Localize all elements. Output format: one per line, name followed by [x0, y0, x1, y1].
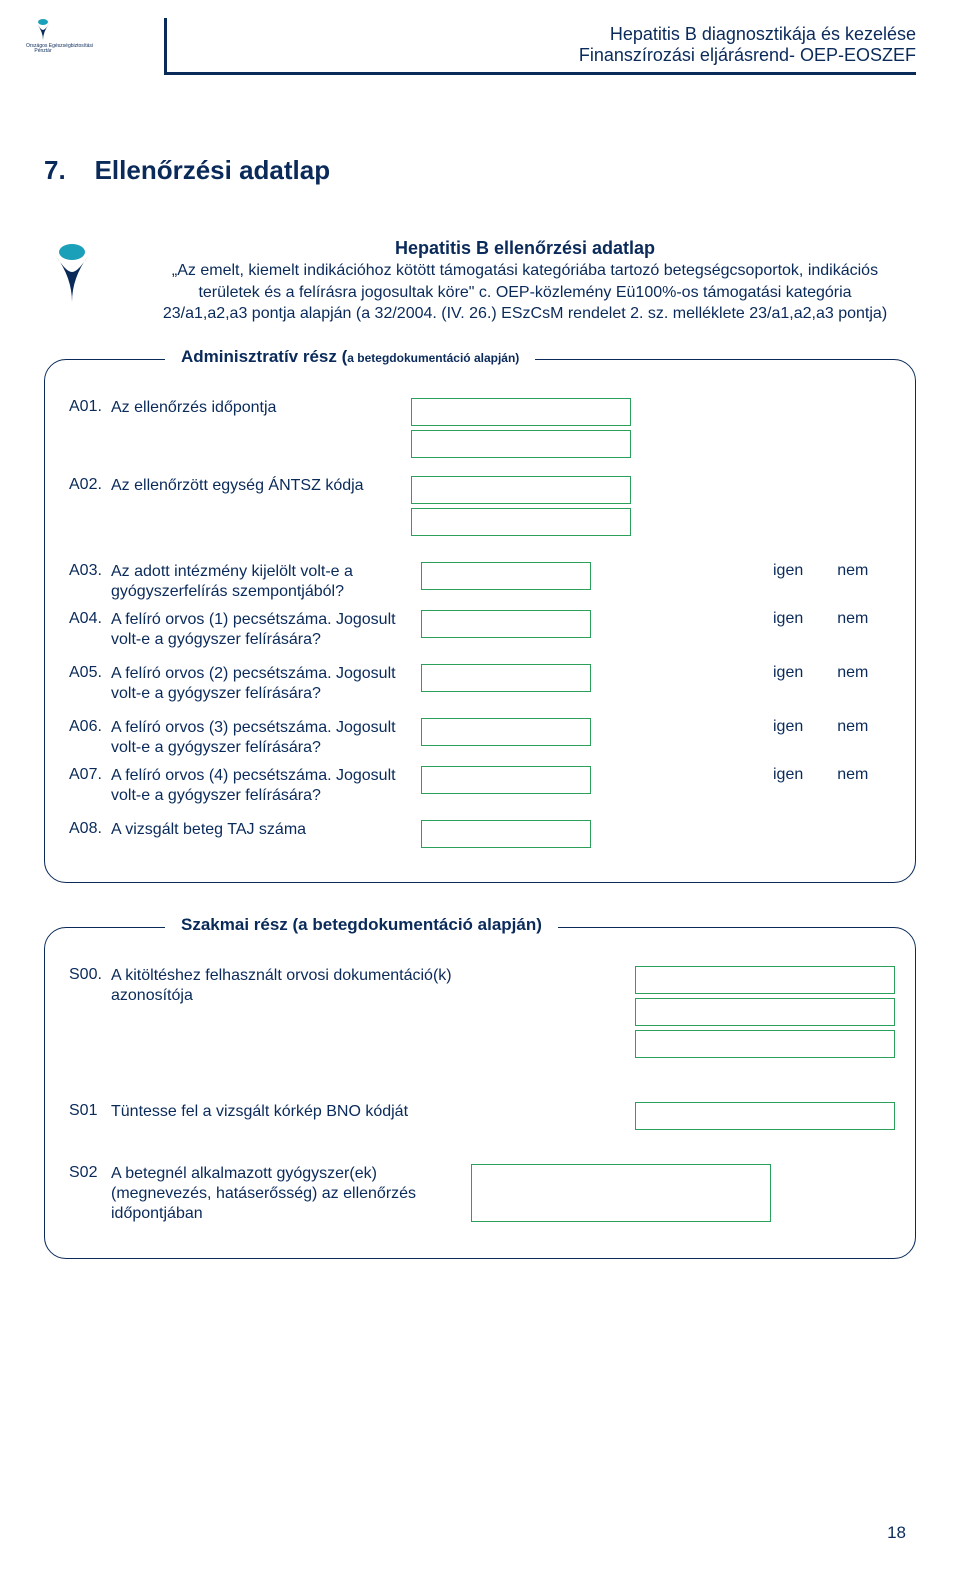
input-box-large[interactable]	[471, 1164, 771, 1222]
yes-label: igen	[773, 610, 803, 628]
row-s00-boxes	[635, 966, 895, 1062]
intro-logo	[44, 236, 134, 325]
panel-admin: Adminisztratív rész (a betegdokumentáció…	[44, 359, 916, 883]
panel-szakmai-title: Szakmai rész (a betegdokumentáció alapjá…	[165, 915, 558, 935]
input-box[interactable]	[421, 664, 591, 692]
input-box[interactable]	[635, 998, 895, 1026]
row-a02-boxes	[411, 476, 631, 540]
row-code: A04.	[69, 610, 111, 628]
yes-label: igen	[773, 718, 803, 736]
panel-admin-title-1: Adminisztratív rész (	[181, 347, 347, 366]
logo-caption-2: Pénztár	[26, 49, 60, 54]
org-logo-small: Országos Egészségbiztosítási Pénztár	[26, 18, 60, 56]
row-code: A03.	[69, 562, 111, 580]
row-a04: A04. A felíró orvos (1) pecsétszáma. Jog…	[69, 610, 895, 650]
row-a08: A08. A vizsgált beteg TAJ száma	[69, 820, 895, 848]
input-box[interactable]	[635, 1030, 895, 1058]
row-a03: A03. Az adott intézmény kijelölt volt-e …	[69, 562, 895, 602]
row-code: A06.	[69, 718, 111, 736]
intro-body: „Az emelt, kiemelt indikációhoz kötött t…	[154, 260, 896, 325]
row-a05: A05. A felíró orvos (2) pecsétszáma. Jog…	[69, 664, 895, 704]
row-code: A01.	[69, 398, 111, 416]
yes-no: igen nem	[755, 610, 895, 628]
row-label: A vizsgált beteg TAJ száma	[111, 820, 421, 840]
row-a02: A02. Az ellenőrzött egység ÁNTSZ kódja	[69, 476, 895, 540]
row-s01: S01 Tüntesse fel a vizsgált kórkép BNO k…	[69, 1102, 895, 1130]
yes-label: igen	[773, 562, 803, 580]
row-a07: A07. A felíró orvos (4) pecsétszáma. Jog…	[69, 766, 895, 806]
row-code: A02.	[69, 476, 111, 494]
no-label: nem	[837, 664, 868, 682]
panel-admin-title: Adminisztratív rész (a betegdokumentáció…	[165, 347, 535, 367]
row-code: A08.	[69, 820, 111, 838]
input-box[interactable]	[421, 820, 591, 848]
row-label: Az ellenőrzés időpontja	[111, 398, 411, 418]
input-box[interactable]	[635, 966, 895, 994]
row-label: A felíró orvos (3) pecsétszáma. Jogosult…	[111, 718, 421, 758]
row-label: A felíró orvos (4) pecsétszáma. Jogosult…	[111, 766, 421, 806]
section-number: 7.	[44, 155, 66, 185]
input-box[interactable]	[411, 476, 631, 504]
input-box[interactable]	[421, 718, 591, 746]
intro-title: Hepatitis B ellenőrzési adatlap	[154, 236, 896, 260]
row-code: A05.	[69, 664, 111, 682]
row-label: A felíró orvos (1) pecsétszáma. Jogosult…	[111, 610, 421, 650]
input-box[interactable]	[411, 398, 631, 426]
input-box[interactable]	[421, 610, 591, 638]
no-label: nem	[837, 562, 868, 580]
row-code: S00.	[69, 966, 111, 984]
page: Országos Egészségbiztosítási Pénztár Hep…	[0, 0, 960, 1571]
panel-admin-title-2: a betegdokumentáció alapján)	[347, 351, 519, 365]
logo-small-icon	[30, 18, 56, 42]
yes-no: igen nem	[755, 664, 895, 682]
no-label: nem	[837, 718, 868, 736]
row-label: Tüntesse fel a vizsgált kórkép BNO kódjá…	[111, 1102, 491, 1122]
intro-block: Hepatitis B ellenőrzési adatlap „Az emel…	[44, 236, 916, 325]
input-box[interactable]	[421, 562, 591, 590]
input-box[interactable]	[421, 766, 591, 794]
section-title-text: Ellenőrzési adatlap	[95, 155, 331, 185]
yes-no: igen nem	[755, 766, 895, 784]
header-line-1: Hepatitis B diagnosztikája és kezelése	[177, 24, 916, 45]
yes-no: igen nem	[755, 718, 895, 736]
row-label: A betegnél alkalmazott gyógyszer(ek) (me…	[111, 1164, 471, 1224]
row-s00: S00. A kitöltéshez felhasznált orvosi do…	[69, 966, 895, 1062]
row-label: A kitöltéshez felhasznált orvosi dokumen…	[111, 966, 491, 1006]
row-label: A felíró orvos (2) pecsétszáma. Jogosult…	[111, 664, 421, 704]
panel-szakmai: Szakmai rész (a betegdokumentáció alapjá…	[44, 927, 916, 1259]
input-box[interactable]	[411, 508, 631, 536]
no-label: nem	[837, 766, 868, 784]
section-title: 7. Ellenőrzési adatlap	[44, 155, 916, 186]
row-a06: A06. A felíró orvos (3) pecsétszáma. Jog…	[69, 718, 895, 758]
header-line-2: Finanszírozási eljárásrend- OEP-EOSZEF	[177, 45, 916, 66]
yes-no: igen nem	[755, 562, 895, 580]
input-box[interactable]	[411, 430, 631, 458]
row-code: S01	[69, 1102, 111, 1120]
logo-large-icon	[44, 242, 100, 306]
row-label: Az ellenőrzött egység ÁNTSZ kódja	[111, 476, 411, 496]
row-a01-boxes	[411, 398, 631, 462]
input-box[interactable]	[635, 1102, 895, 1130]
page-header: Hepatitis B diagnosztikája és kezelése F…	[164, 18, 916, 75]
page-number: 18	[887, 1523, 906, 1543]
yes-label: igen	[773, 766, 803, 784]
yes-label: igen	[773, 664, 803, 682]
no-label: nem	[837, 610, 868, 628]
row-s02: S02 A betegnél alkalmazott gyógyszer(ek)…	[69, 1164, 895, 1224]
row-a01: A01. Az ellenőrzés időpontja	[69, 398, 895, 462]
row-label: Az adott intézmény kijelölt volt-e a gyó…	[111, 562, 421, 602]
intro-text: Hepatitis B ellenőrzési adatlap „Az emel…	[134, 236, 916, 325]
row-code: S02	[69, 1164, 111, 1182]
row-code: A07.	[69, 766, 111, 784]
